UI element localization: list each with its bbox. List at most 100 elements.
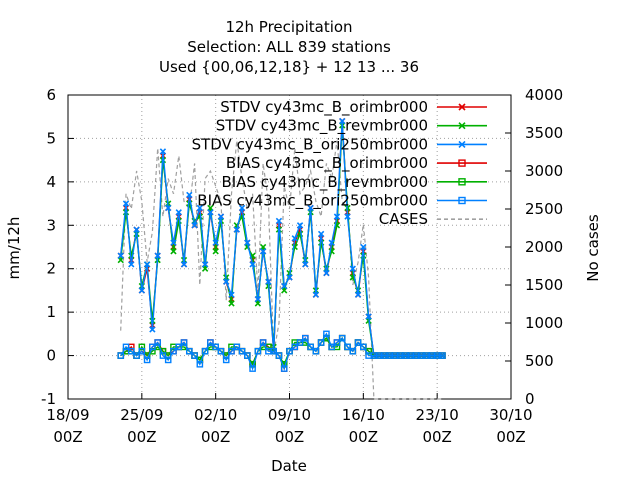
y-tick-label: 6 — [46, 86, 56, 104]
y2-tick-label: 2500 — [525, 200, 563, 218]
data-point — [259, 339, 267, 346]
data-point — [439, 352, 446, 359]
legend-swatch-marker — [458, 103, 466, 111]
y-tick-label: 3 — [46, 216, 56, 234]
data-point — [365, 313, 372, 320]
data-point — [233, 343, 241, 351]
data-point — [138, 347, 146, 355]
data-point — [270, 347, 277, 355]
data-point — [212, 248, 219, 255]
legend-label: BIAS cy43mc_B_revmbr000 — [222, 173, 429, 192]
data-point — [201, 347, 209, 355]
data-point — [338, 334, 346, 342]
x-tick-label-date: 18/09 — [46, 406, 89, 424]
legend-swatch-marker — [458, 122, 466, 130]
series-layer — [117, 117, 446, 400]
data-point — [296, 339, 304, 346]
y2-tick-label: 4000 — [525, 86, 563, 104]
data-point — [196, 204, 204, 212]
x-tick-label-date: 16/10 — [342, 406, 385, 424]
y2-tick-label: 500 — [525, 352, 554, 370]
data-point — [233, 226, 240, 233]
data-point — [317, 339, 325, 346]
data-point — [128, 261, 135, 268]
data-point — [296, 222, 304, 229]
y-axis-label: mm/12h — [5, 217, 23, 280]
data-point — [323, 269, 330, 277]
data-point — [159, 352, 167, 359]
data-point — [175, 343, 183, 351]
data-point — [317, 230, 325, 238]
data-point — [249, 365, 256, 372]
x-tick-label-date: 09/10 — [268, 406, 311, 424]
legend-swatch-marker — [458, 140, 466, 148]
data-point — [265, 278, 272, 285]
y-tick-label: 1 — [46, 303, 56, 321]
data-point — [291, 343, 299, 351]
data-point — [244, 352, 251, 359]
data-point — [275, 217, 283, 225]
x-axis-label: Date — [271, 457, 307, 475]
y2-tick-label: 3500 — [525, 124, 563, 142]
data-point — [122, 200, 130, 207]
data-point — [323, 330, 330, 338]
data-point — [175, 209, 182, 216]
data-point — [254, 295, 262, 303]
data-point — [275, 352, 283, 359]
data-point — [223, 278, 230, 285]
right-y-axis: 0 500 1000 1500 2000 2500 3000 3500 4000 — [505, 86, 563, 408]
y-tick-label: -1 — [41, 390, 56, 408]
data-point — [138, 343, 146, 351]
data-point — [339, 117, 346, 125]
data-point — [328, 343, 335, 351]
data-point — [249, 261, 256, 268]
data-point — [360, 243, 367, 251]
data-point — [122, 343, 130, 351]
data-point — [191, 352, 198, 359]
legend-swatch-marker — [458, 178, 466, 186]
x-tick-label-hour: 00Z — [53, 428, 82, 446]
data-point — [186, 191, 193, 199]
x-tick-label-hour: 00Z — [422, 428, 451, 446]
data-point — [333, 213, 341, 220]
data-point — [238, 347, 246, 355]
data-point — [349, 347, 357, 355]
data-point — [344, 343, 351, 351]
data-point — [302, 334, 309, 342]
left-y-axis: -1 0 1 2 3 4 5 6 — [41, 86, 74, 408]
data-point — [228, 300, 235, 307]
x-tick-label-date: 02/10 — [194, 406, 237, 424]
data-point — [212, 239, 219, 246]
y2-tick-label: 0 — [525, 390, 535, 408]
x-tick-label-hour: 00Z — [127, 428, 156, 446]
data-point — [170, 248, 177, 255]
legend-label: BIAS cy43mc_B_orimbr000 — [226, 154, 428, 173]
data-point — [143, 261, 151, 268]
data-point — [201, 261, 209, 268]
data-point — [164, 356, 172, 364]
data-point — [159, 148, 167, 155]
y2-tick-label: 1000 — [525, 314, 563, 332]
y-tick-label: 2 — [46, 260, 56, 278]
y2-tick-label: 3000 — [525, 162, 563, 180]
data-point — [149, 343, 156, 351]
data-point — [133, 352, 140, 359]
data-point — [307, 204, 314, 212]
data-point — [286, 347, 293, 355]
series-line — [120, 332, 443, 371]
data-point — [117, 252, 124, 259]
data-point — [154, 252, 161, 259]
data-point — [117, 352, 125, 359]
data-point — [259, 248, 267, 255]
y-tick-label: 4 — [46, 173, 56, 191]
legend-label: STDV cy43mc_B_orimbr000 — [220, 98, 428, 117]
x-tick-label-hour: 00Z — [201, 428, 230, 446]
data-point — [138, 287, 145, 294]
series-BIAS cy43mc_B_ori250mbr000 — [117, 330, 446, 372]
data-point — [333, 339, 341, 346]
data-point — [328, 239, 335, 246]
data-point — [281, 282, 288, 290]
legend-label: STDV cy43mc_B_revmbr000 — [216, 117, 428, 136]
